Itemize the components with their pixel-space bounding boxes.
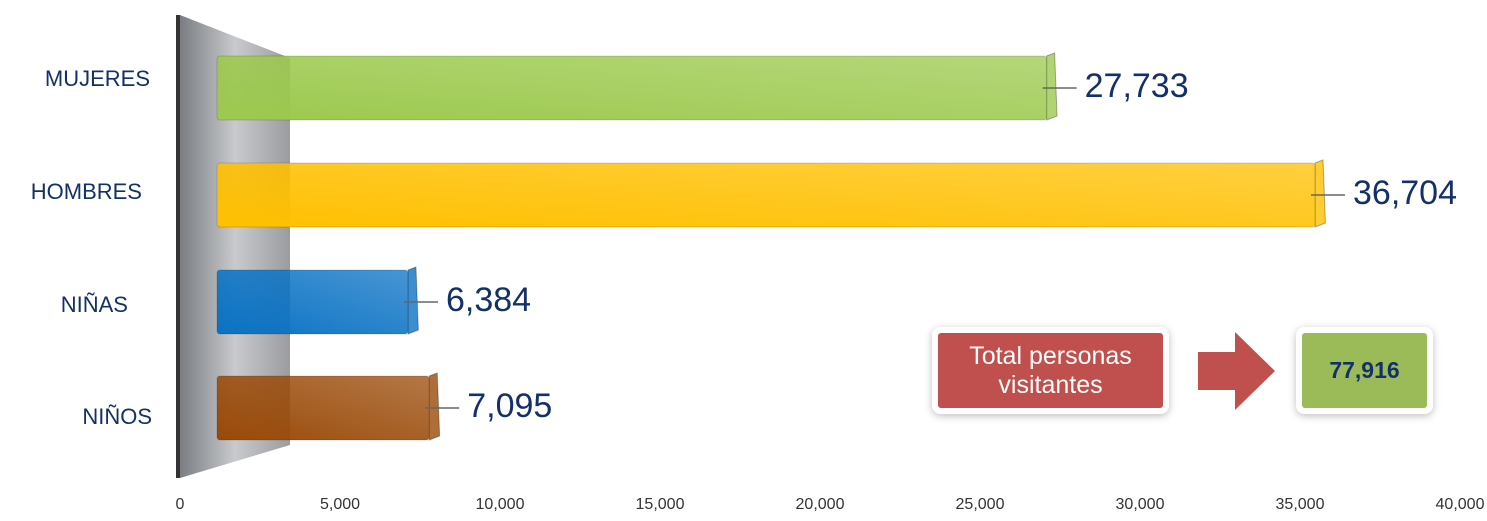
bar-face bbox=[216, 55, 1048, 121]
bar-side bbox=[1046, 52, 1058, 121]
bar-face bbox=[216, 162, 1316, 228]
bar-face bbox=[216, 375, 430, 441]
value-label: 36,704 bbox=[1353, 174, 1457, 212]
total-label: Total personas visitantes bbox=[938, 333, 1163, 408]
x-tick-label: 15,000 bbox=[636, 496, 685, 513]
y-tick-label: NIÑAS bbox=[61, 292, 128, 317]
bar-side bbox=[407, 266, 419, 335]
value-label: 27,733 bbox=[1085, 67, 1189, 105]
x-tick-label: 5,000 bbox=[320, 496, 360, 513]
x-tick-label: 25,000 bbox=[956, 496, 1005, 513]
bar-side bbox=[428, 372, 441, 441]
bar-side bbox=[1314, 159, 1326, 228]
value-label: 7,095 bbox=[467, 387, 552, 425]
bar bbox=[216, 159, 1326, 228]
x-tick-label: 0 bbox=[176, 496, 185, 513]
x-tick-label: 20,000 bbox=[796, 496, 845, 513]
y-tick-label: NIÑOS bbox=[82, 404, 152, 429]
arrow bbox=[1198, 332, 1275, 410]
x-tick-label: 40,000 bbox=[1436, 496, 1485, 513]
x-tick-label: 30,000 bbox=[1116, 496, 1165, 513]
value-label: 6,384 bbox=[446, 281, 531, 319]
floor-wall bbox=[180, 15, 290, 478]
y-tick-label: HOMBRES bbox=[31, 179, 142, 204]
total-value: 77,916 bbox=[1302, 333, 1427, 408]
x-tick-label: 35,000 bbox=[1276, 496, 1325, 513]
y-tick-label: MUJERES bbox=[45, 66, 150, 91]
bar bbox=[216, 52, 1058, 121]
x-tick-label: 10,000 bbox=[476, 496, 525, 513]
bar-face bbox=[216, 269, 409, 335]
bar bbox=[216, 372, 441, 441]
bar bbox=[216, 266, 419, 335]
